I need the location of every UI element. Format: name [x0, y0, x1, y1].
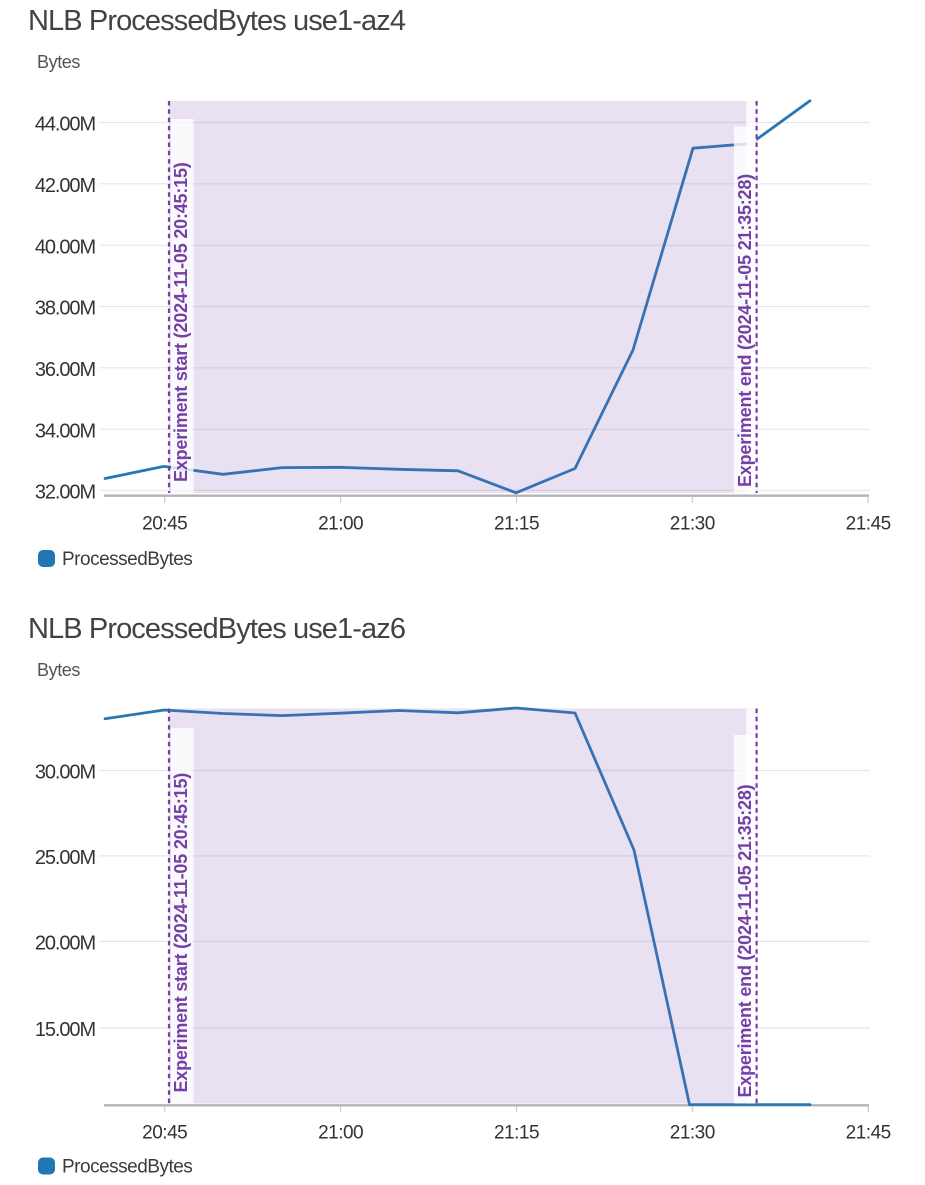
svg-text:Experiment start (2024-11-05 2: Experiment start (2024-11-05 20:45:15) [171, 773, 191, 1093]
svg-text:21:45: 21:45 [846, 514, 891, 535]
svg-text:42.00M: 42.00M [35, 175, 96, 197]
svg-text:21:15: 21:15 [494, 514, 539, 535]
svg-text:40.00M: 40.00M [35, 236, 96, 258]
svg-text:Experiment end (2024-11-05 21:: Experiment end (2024-11-05 21:35:28) [735, 784, 755, 1097]
svg-text:30.00M: 30.00M [35, 762, 96, 784]
svg-text:21:00: 21:00 [318, 514, 363, 535]
svg-text:15.00M: 15.00M [35, 1019, 96, 1041]
svg-text:NLB ProcessedBytes use1-az6: NLB ProcessedBytes use1-az6 [28, 613, 405, 645]
svg-text:38.00M: 38.00M [35, 298, 96, 320]
svg-text:ProcessedBytes: ProcessedBytes [62, 1157, 192, 1178]
svg-text:Bytes: Bytes [37, 52, 80, 72]
svg-text:21:00: 21:00 [318, 1123, 363, 1144]
svg-text:20.00M: 20.00M [35, 933, 96, 955]
svg-text:Experiment end (2024-11-05 21:: Experiment end (2024-11-05 21:35:28) [735, 174, 755, 487]
svg-text:ProcessedBytes: ProcessedBytes [62, 549, 192, 570]
svg-text:20:45: 20:45 [142, 514, 187, 535]
svg-text:21:15: 21:15 [494, 1123, 539, 1144]
svg-text:21:30: 21:30 [670, 1123, 715, 1144]
svg-text:21:45: 21:45 [846, 1123, 891, 1144]
svg-text:44.00M: 44.00M [35, 114, 96, 136]
svg-text:20:45: 20:45 [142, 1123, 187, 1144]
svg-text:36.00M: 36.00M [35, 359, 96, 381]
svg-text:NLB ProcessedBytes use1-az4: NLB ProcessedBytes use1-az4 [28, 5, 406, 37]
svg-text:21:30: 21:30 [670, 514, 715, 535]
svg-text:Bytes: Bytes [37, 660, 80, 680]
svg-text:25.00M: 25.00M [35, 847, 96, 869]
svg-text:32.00M: 32.00M [35, 481, 96, 503]
svg-text:34.00M: 34.00M [35, 420, 96, 442]
svg-text:Experiment start (2024-11-05 2: Experiment start (2024-11-05 20:45:15) [171, 162, 191, 482]
